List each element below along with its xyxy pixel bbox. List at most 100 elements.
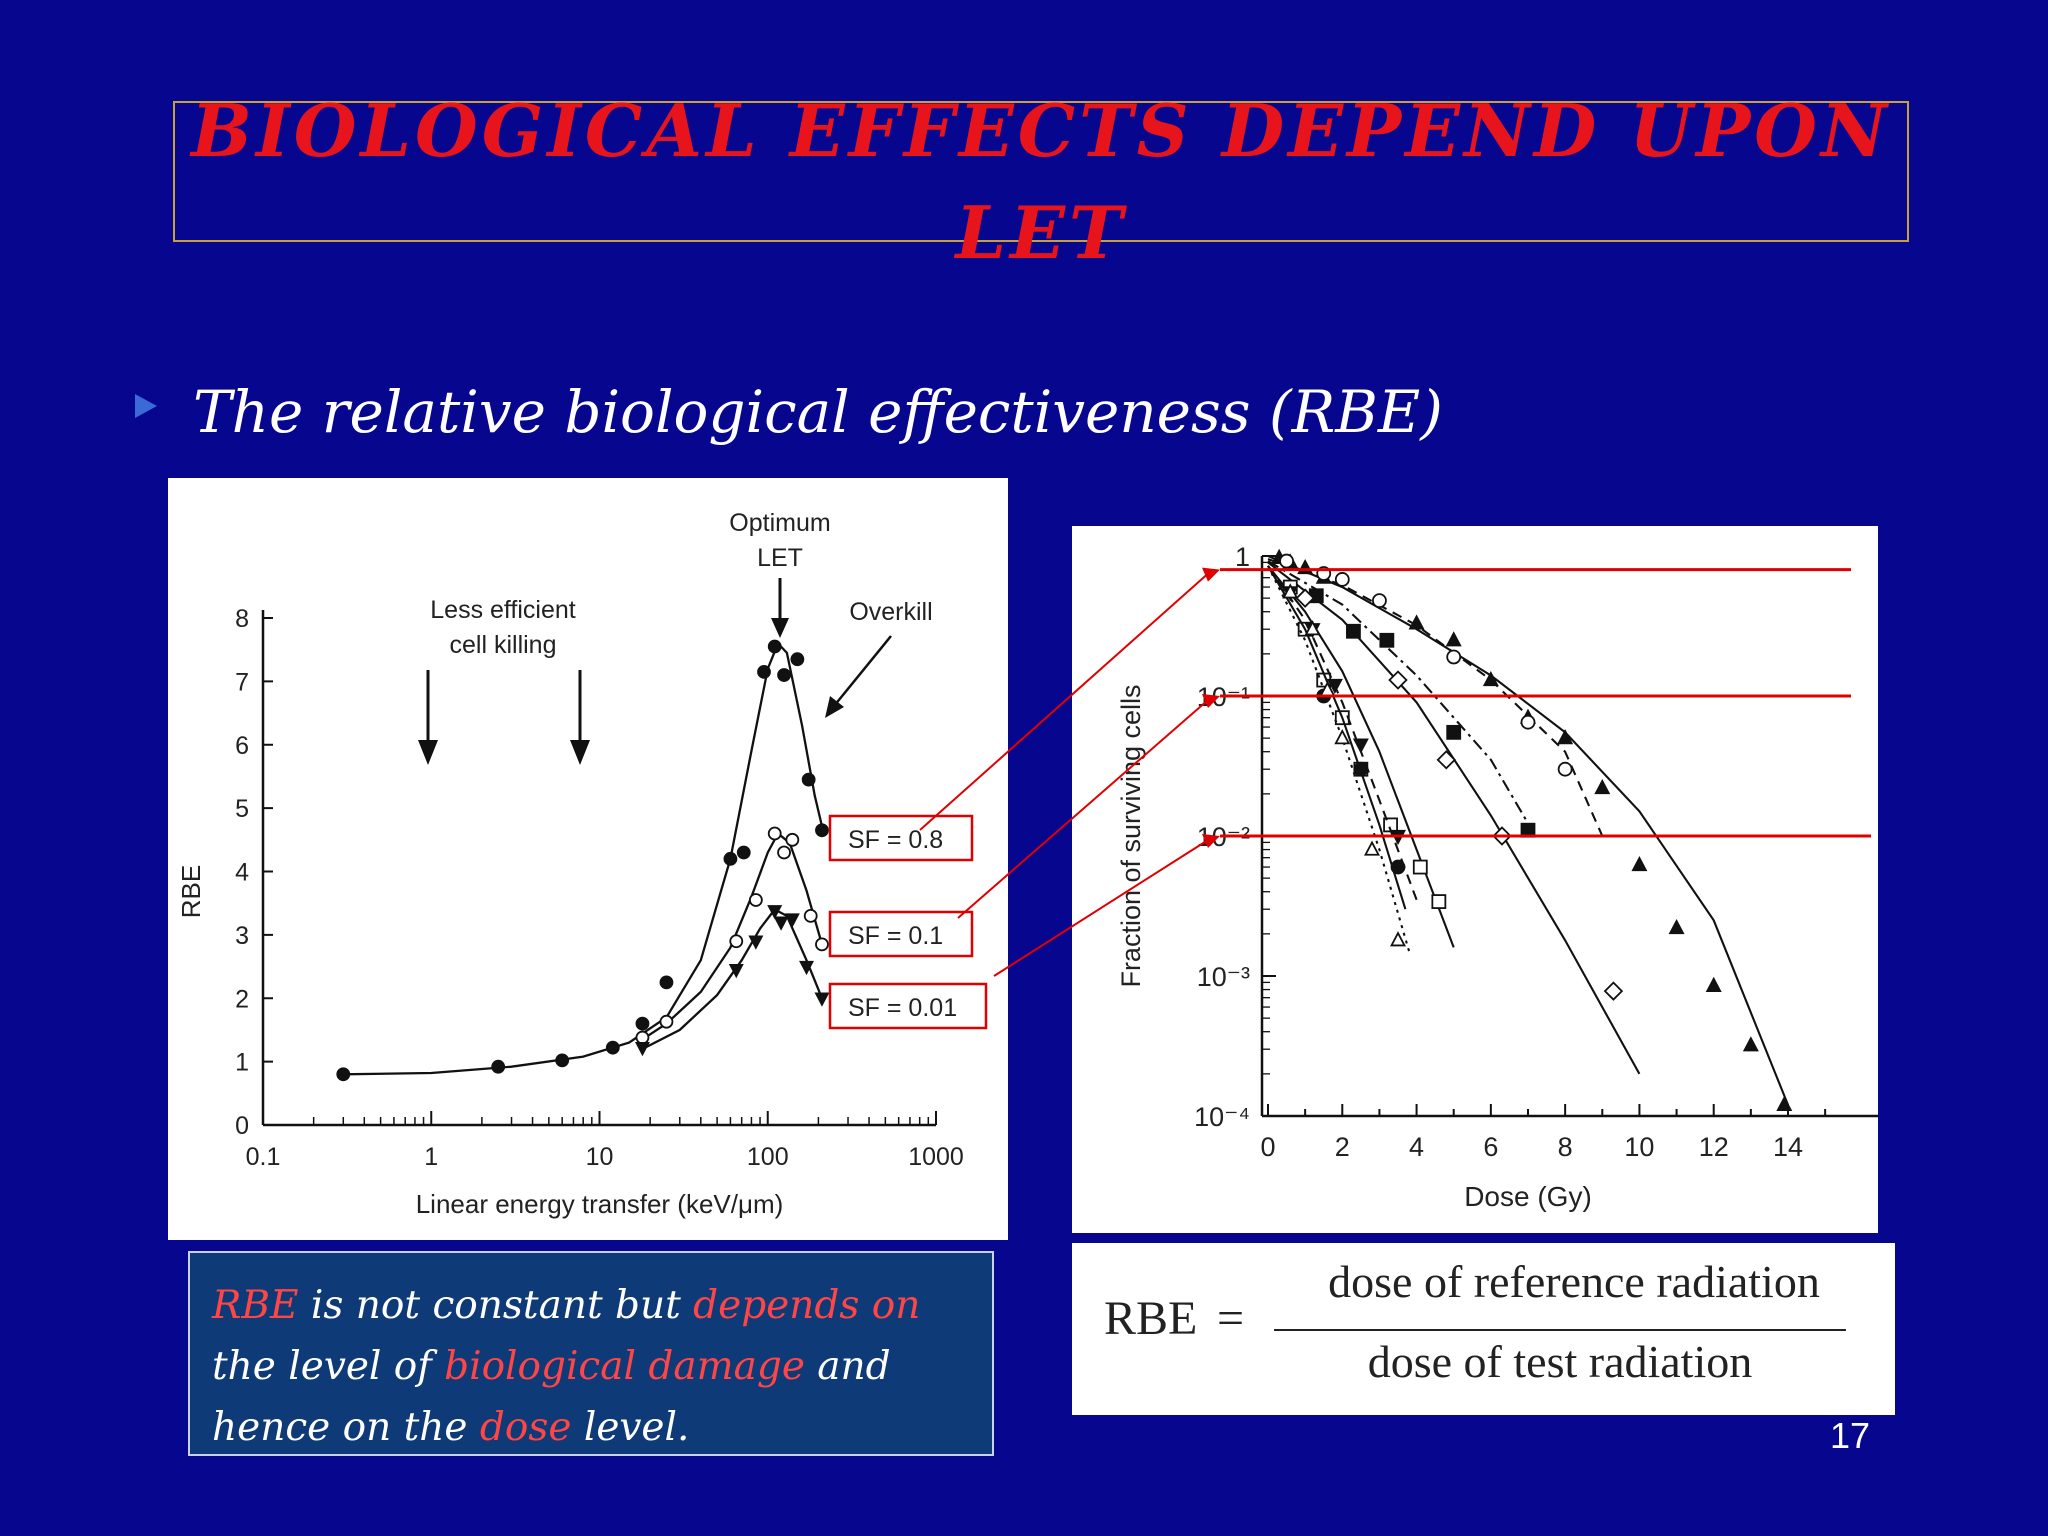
down-arrow-head (418, 740, 438, 765)
data-point (723, 851, 738, 866)
y-tick-label: 7 (235, 668, 249, 696)
data-point (1353, 761, 1369, 777)
y-tick-label: 5 (235, 795, 249, 823)
annotation-overkill: Overkill (849, 598, 932, 626)
survival-curve (1267, 565, 1455, 948)
note-text-segment: the level of (212, 1344, 445, 1389)
y-tick-label: 0 (235, 1112, 249, 1140)
data-point (1603, 981, 1624, 1001)
formula-equals: = (1217, 1292, 1245, 1345)
data-point (815, 823, 829, 838)
rbe-note-box: RBE is not constant but depends on the l… (188, 1251, 994, 1456)
rbe-note-text: RBE is not constant but depends on the l… (212, 1283, 920, 1450)
formula-denominator: dose of test radiation (1367, 1336, 1753, 1387)
data-point (748, 935, 764, 950)
x-tick-label: 12 (1699, 1132, 1729, 1162)
x-tick-label: 14 (1773, 1132, 1803, 1162)
slide-number: 17 (1830, 1415, 1871, 1456)
survival-curve-chart-panel: 1 10⁻¹ 10⁻² 10⁻³ 10⁻⁴ 0 2 4 6 8 10 12 14 Dose (Gy) Fra… (1072, 526, 1878, 1233)
data-point (801, 772, 816, 787)
survival-curve (1267, 565, 1411, 952)
y-axis-label: RBE (176, 865, 206, 918)
y-tick-label: 2 (235, 985, 249, 1013)
data-point (635, 1016, 650, 1031)
note-text-segment: and hence on the (212, 1344, 891, 1450)
data-point (1412, 859, 1428, 875)
data-point (1520, 714, 1536, 730)
data-point (790, 652, 805, 667)
y-tick-label: 1 (235, 1049, 249, 1077)
data-point (1364, 840, 1380, 856)
x-tick-label: 8 (1558, 1132, 1573, 1162)
annotation-less-efficient: Less efficient (430, 596, 576, 624)
data-point (1279, 553, 1294, 569)
data-point (1334, 572, 1350, 587)
curve-SF---0-1 (641, 831, 824, 1041)
formula-numerator: dose of reference radiation (1328, 1256, 1820, 1307)
data-point (1352, 738, 1369, 754)
data-point (728, 964, 744, 979)
y-axis-label: Fraction of surviving cells (1116, 684, 1146, 987)
data-point (1668, 918, 1685, 935)
data-point (1295, 588, 1315, 608)
data-point (605, 1040, 620, 1055)
x-tick-label: 10 (586, 1143, 614, 1171)
overkill-arrow-head (825, 696, 844, 718)
x-tick-label: 1000 (908, 1143, 964, 1171)
data-point (767, 905, 783, 920)
data-point (1436, 750, 1457, 770)
data-point (1390, 859, 1406, 875)
data-point (777, 845, 791, 860)
data-point (1446, 724, 1462, 740)
y-tick-label: 4 (235, 859, 249, 887)
data-point (1742, 1036, 1759, 1052)
survival-curve (1267, 555, 1789, 1106)
survival-curve (1267, 565, 1418, 901)
data-point (635, 1030, 650, 1045)
data-point (1631, 855, 1648, 872)
data-point (799, 960, 815, 976)
y-tick-label: 3 (235, 922, 249, 950)
y-tick-label: 10⁻³ (1197, 962, 1250, 992)
data-point (767, 639, 782, 654)
data-point (555, 1053, 570, 1068)
data-point (767, 826, 782, 841)
x-tick-label: 2 (1335, 1132, 1350, 1162)
x-tick-label: 0 (1260, 1132, 1275, 1162)
sf-label-box (828, 910, 974, 958)
down-arrow-head (570, 740, 590, 765)
data-point (491, 1059, 506, 1074)
formula-fraction-bar (1274, 1329, 1846, 1331)
x-tick-label: 6 (1483, 1132, 1498, 1162)
data-point (1390, 931, 1406, 947)
data-point (815, 937, 829, 952)
x-tick-label: 0.1 (246, 1143, 281, 1171)
optimum-arrow-head (771, 618, 789, 638)
data-point (1446, 649, 1462, 665)
data-point (1379, 632, 1395, 648)
note-highlight: biological damage (444, 1344, 805, 1389)
overkill-arrow-shaft (833, 635, 892, 707)
curve-SF---0-01 (641, 908, 824, 1051)
curve-SF---0-8 (343, 641, 825, 1076)
data-point (336, 1067, 351, 1082)
data-point (785, 832, 800, 847)
survival-curve (1267, 565, 1407, 910)
annotation-let: LET (757, 544, 803, 572)
note-highlight: dose (479, 1405, 572, 1450)
note-highlight: depends on (693, 1283, 921, 1328)
data-point (1431, 894, 1447, 909)
data-point (1705, 976, 1722, 992)
x-tick-label: 1 (424, 1143, 438, 1171)
data-point (748, 893, 763, 907)
data-point (814, 992, 830, 1007)
data-point (1445, 631, 1462, 647)
note-highlight: RBE (212, 1283, 299, 1328)
data-point (757, 664, 771, 679)
x-tick-label: 4 (1409, 1132, 1424, 1162)
data-point (1334, 729, 1351, 745)
rbe-vs-let-chart: 0 1 2 3 4 5 6 7 8 0.1 1 10 100 1000 Linear energy tran… (176, 509, 988, 1219)
data-point (784, 913, 800, 928)
rbe-vs-let-chart-panel: 0 1 2 3 4 5 6 7 8 0.1 1 10 100 1000 Linear energy tran… (168, 478, 1008, 1240)
formula-lhs: RBE (1104, 1292, 1198, 1345)
